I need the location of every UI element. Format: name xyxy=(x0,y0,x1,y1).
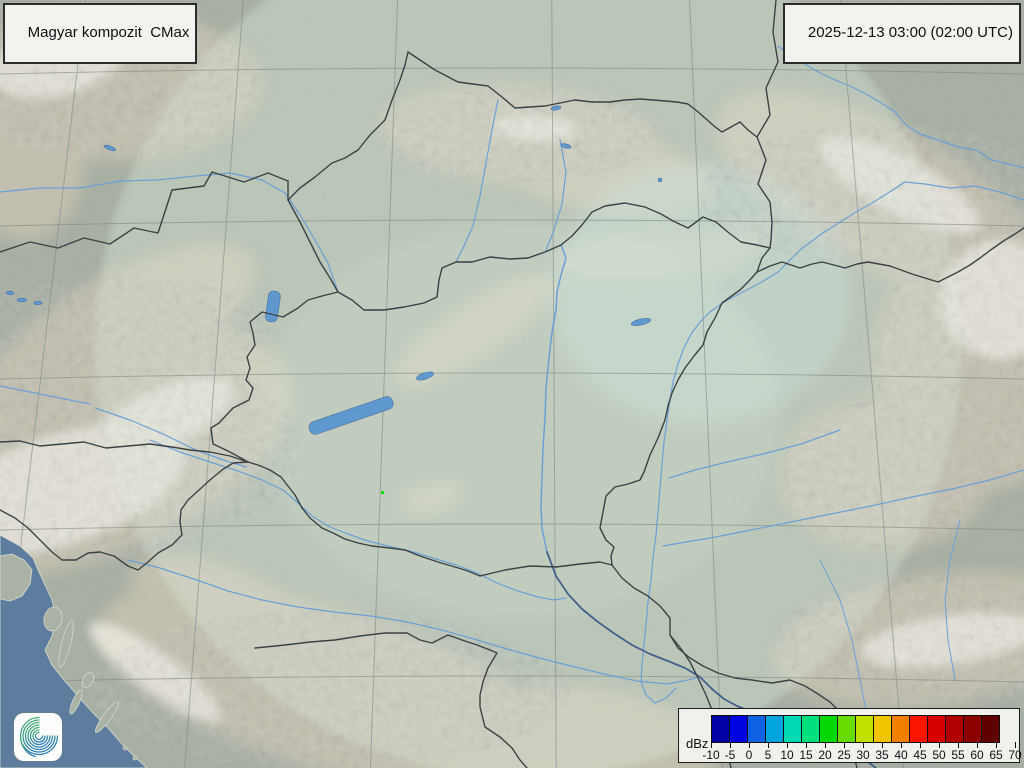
legend-tick-label: 40 xyxy=(894,748,908,762)
legend-cell xyxy=(909,715,928,743)
legend-cell xyxy=(783,715,802,743)
legend-tick-label: 65 xyxy=(989,748,1003,762)
legend-swatches xyxy=(711,715,1000,743)
legend-cell xyxy=(765,715,784,743)
legend-cell xyxy=(729,715,748,743)
legend-cell xyxy=(963,715,982,743)
lake-balaton xyxy=(308,396,394,435)
legend-tick-label: 10 xyxy=(780,748,794,762)
legend-cell xyxy=(873,715,892,743)
legend-tick-label: -10 xyxy=(702,748,720,762)
legend-tick-label: 0 xyxy=(745,748,753,762)
adriatic-islands xyxy=(43,606,138,761)
timestamp-label: 2025-12-13 03:00 (02:00 UTC) xyxy=(807,23,1013,41)
lake-velence xyxy=(416,371,434,381)
dbz-color-legend: dBz -10 -5 0 5 10 15 20 25 30 35 40 45 50 55 60 65 70 xyxy=(678,708,1022,763)
legend-tick-label: 15 xyxy=(799,748,813,762)
radar-echo-dot xyxy=(381,491,384,494)
legend-cell xyxy=(891,715,910,743)
legend-tick-label: 35 xyxy=(875,748,889,762)
lake-tisza xyxy=(630,318,652,326)
legend-cell xyxy=(711,715,730,743)
hungaromet-spiral-logo xyxy=(14,713,62,761)
legend-tick-label: 5 xyxy=(764,748,772,762)
legend-cell xyxy=(747,715,766,743)
legend-cell xyxy=(801,715,820,743)
legend-tick-label: 45 xyxy=(913,748,927,762)
product-label-box: Magyar kompozit CMax xyxy=(3,3,198,64)
legend-tick-label: -5 xyxy=(724,748,736,762)
istria-peninsula xyxy=(0,553,33,602)
legend-tick-label: 70 xyxy=(1008,748,1022,762)
adriatic-sea xyxy=(0,534,148,768)
timestamp-box: 2025-12-13 03:00 (02:00 UTC) xyxy=(783,3,1021,64)
rivers xyxy=(0,45,1024,711)
legend-cell xyxy=(927,715,946,743)
legend-unit-label: dBz xyxy=(686,736,709,751)
legend-tick-label: 25 xyxy=(837,748,851,762)
legend-tick-label: 20 xyxy=(818,748,832,762)
legend-tick-label: 60 xyxy=(970,748,984,762)
legend-tick-label: 50 xyxy=(932,748,946,762)
legend-cell xyxy=(945,715,964,743)
legend-cell xyxy=(819,715,838,743)
legend-cell xyxy=(855,715,874,743)
legend-tick-label: 30 xyxy=(856,748,870,762)
spiral-icon xyxy=(19,716,59,758)
product-label: Magyar kompozit CMax xyxy=(27,23,190,41)
legend-cell xyxy=(981,715,1000,743)
legend-cell xyxy=(837,715,856,743)
legend-tick-label: 55 xyxy=(951,748,965,762)
